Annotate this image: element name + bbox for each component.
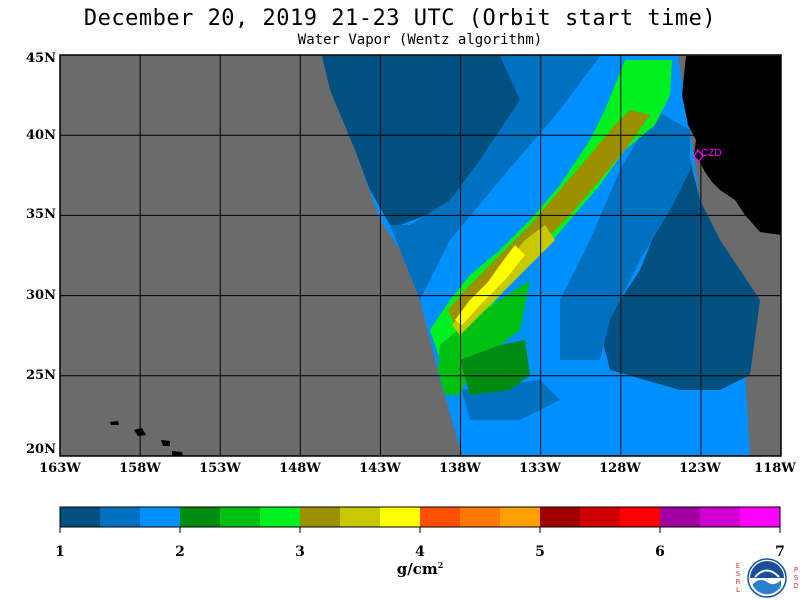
colorbar-cell: [420, 507, 461, 527]
station-marker-icon: [693, 148, 704, 164]
lat-label-20: 20N: [26, 442, 56, 457]
lon-label-118: 118W: [754, 461, 796, 476]
colorbar-label-2: 2: [175, 544, 185, 560]
colorbar-cell: [260, 507, 301, 527]
moisture-green-dark: [460, 340, 530, 395]
colorbar-cell: [540, 507, 581, 527]
logo-left-letters: E S R L: [734, 562, 742, 594]
colorbar-cells: [60, 507, 781, 527]
colorbar-cell: [460, 507, 501, 527]
colorbar-label-6: 6: [655, 544, 665, 560]
logo-right-letters: P S D: [792, 566, 800, 590]
hawaii-island-3: [161, 440, 170, 446]
colorbar-units: g/cm2: [380, 560, 460, 578]
colorbar: [59, 506, 781, 533]
chart-subtitle: Water Vapor (Wentz algorithm): [297, 32, 543, 48]
station-label: CZD: [701, 148, 722, 159]
colorbar-ticks: [59, 527, 781, 533]
hawaii-island-4: [172, 451, 183, 456]
colorbar-label-3: 3: [295, 544, 305, 560]
colorbar-cell: [700, 507, 741, 527]
logo-letter: P: [793, 566, 799, 574]
lon-label-163: 163W: [39, 461, 81, 476]
colorbar-label-4: 4: [415, 544, 425, 560]
colorbar-cell: [660, 507, 701, 527]
colorbar-cell: [180, 507, 221, 527]
noaa-esrl-psd-logo: E S R L P S D: [734, 556, 800, 600]
logo-letter: S: [793, 574, 799, 582]
colorbar-cell: [140, 507, 181, 527]
map-frame: [59, 54, 782, 457]
colorbar-cell: [300, 507, 341, 527]
colorbar-cell: [380, 507, 421, 527]
logo-letter: D: [793, 582, 799, 590]
chart-title: December 20, 2019 21-23 UTC (Orbit start…: [83, 6, 717, 31]
moisture-yellow: [455, 245, 525, 325]
lat-label-35: 35N: [26, 207, 56, 222]
colorbar-cell: [60, 507, 101, 527]
colorbar-cell: [500, 507, 541, 527]
units-exponent: 2: [437, 560, 444, 570]
logo-letter: E: [735, 562, 741, 570]
lon-label-143: 143W: [359, 461, 401, 476]
noaa-emblem-icon: [747, 558, 787, 598]
swath-mid-west: [390, 56, 600, 300]
swath-dark-east: [600, 160, 760, 390]
colorbar-cell: [100, 507, 141, 527]
graticule: [60, 55, 781, 456]
lon-label-138: 138W: [439, 461, 481, 476]
swath-dark-west: [322, 56, 560, 225]
lat-label-25: 25N: [26, 368, 56, 383]
colorbar-cell: [620, 507, 661, 527]
lat-label-45: 45N: [26, 51, 56, 66]
lat-label-40: 40N: [26, 128, 56, 143]
logo-letter: R: [735, 578, 741, 586]
lon-label-123: 123W: [679, 461, 721, 476]
colorbar-label-7: 7: [775, 544, 785, 560]
colorbar-cell: [740, 507, 781, 527]
colorbar-cell: [220, 507, 261, 527]
colorbar-cell: [340, 507, 381, 527]
logo-letter: S: [735, 570, 741, 578]
logo-letter: L: [736, 586, 740, 594]
colorbar-cell: [580, 507, 621, 527]
lon-label-158: 158W: [119, 461, 161, 476]
swath-mid-east: [560, 110, 690, 360]
lon-label-133: 133W: [519, 461, 561, 476]
north-america-land: [682, 56, 781, 235]
lon-label-148: 148W: [279, 461, 321, 476]
colorbar-label-1: 1: [55, 544, 65, 560]
lon-label-128: 128W: [599, 461, 641, 476]
units-text: g/cm: [396, 560, 438, 578]
water-vapor-map: CZD: [59, 54, 782, 457]
colorbar-label-5: 5: [535, 544, 545, 560]
hawaii-island-1: [110, 421, 119, 425]
lat-label-30: 30N: [26, 288, 56, 303]
lon-label-153: 153W: [199, 461, 241, 476]
